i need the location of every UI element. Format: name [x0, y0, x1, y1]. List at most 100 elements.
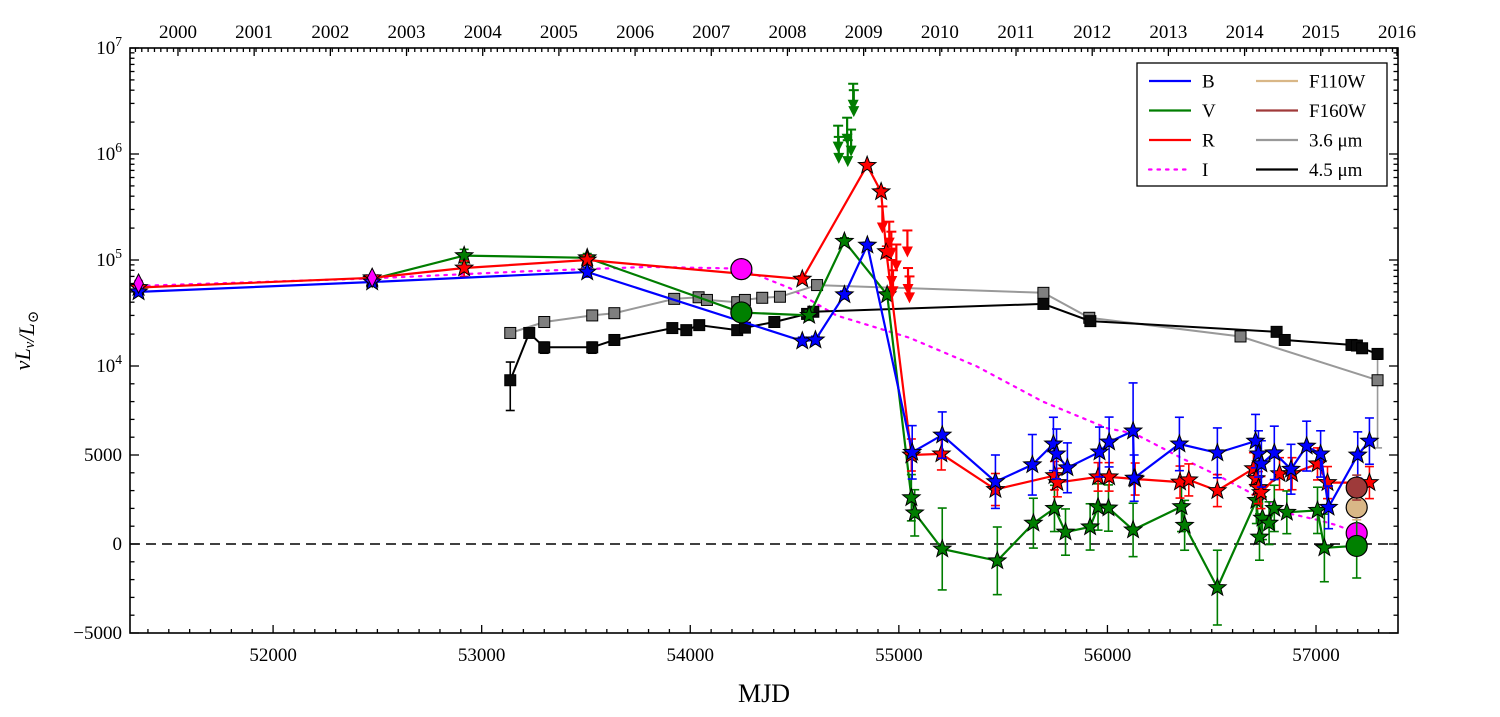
legend-item-F160W: F160W	[1256, 101, 1366, 122]
x-tick-label: 56000	[1084, 645, 1132, 666]
data-point	[1345, 534, 1368, 558]
data-point	[1057, 457, 1078, 477]
data-point	[504, 326, 517, 339]
year-tick-label: 2008	[768, 22, 806, 43]
series-F160W	[1345, 474, 1368, 501]
data-point	[1023, 512, 1044, 532]
y-tick-label: 104	[96, 352, 122, 377]
data-point	[805, 329, 826, 349]
data-point	[1314, 537, 1335, 557]
data-point	[538, 316, 551, 329]
down-arrow-icon	[886, 276, 898, 287]
year-tick-label: 2012	[1073, 22, 1111, 43]
data-point	[1234, 330, 1247, 343]
year-tick-label: 2007	[692, 22, 730, 43]
data-point	[1345, 476, 1368, 499]
data-point	[985, 471, 1006, 491]
data-point	[768, 316, 781, 329]
data-point	[586, 341, 599, 354]
year-tick-label: 2006	[616, 22, 654, 43]
x-tick-label: 52000	[249, 645, 297, 666]
legend-label: B	[1202, 72, 1215, 93]
data-point	[857, 234, 878, 254]
data-point	[680, 324, 693, 337]
y-tick-label: 5000	[84, 445, 122, 466]
data-point	[666, 322, 679, 335]
year-tick-label: 2000	[159, 22, 197, 43]
data-point	[834, 284, 855, 304]
data-point	[586, 309, 599, 322]
data-point	[1359, 430, 1380, 450]
y-tick-label: −5000	[73, 623, 122, 644]
data-point	[1080, 516, 1101, 536]
year-tick-label: 2001	[235, 22, 273, 43]
y-tick-label: 105	[96, 246, 122, 271]
legend-box	[1136, 62, 1388, 187]
down-arrow-icon	[901, 246, 913, 258]
data-point	[1371, 347, 1384, 360]
year-tick-label: 2004	[464, 22, 503, 43]
data-point	[523, 326, 536, 339]
data-point	[1264, 497, 1285, 518]
data-point	[1207, 576, 1228, 597]
series-V	[362, 230, 1367, 626]
data-point	[1245, 430, 1266, 450]
data-point	[730, 258, 753, 281]
data-point	[1307, 453, 1328, 473]
legend-label: 4.5 μm	[1309, 160, 1363, 181]
y-tick-label: 0	[113, 534, 123, 555]
year-tick-label: 2011	[997, 22, 1034, 43]
down-arrow-icon	[903, 292, 915, 304]
data-point	[608, 333, 621, 346]
data-point	[133, 272, 144, 295]
year-tick-label: 2015	[1302, 22, 1340, 43]
data-point	[1250, 481, 1272, 502]
legend-item-R: R	[1149, 131, 1215, 152]
legend-item-4.5-μm: 4.5 μm	[1256, 160, 1363, 181]
data-point	[1098, 431, 1120, 451]
legend-label: R	[1202, 131, 1215, 152]
series-B	[130, 234, 1380, 530]
down-arrow-icon	[887, 286, 899, 298]
data-point	[1207, 442, 1228, 462]
data-point	[577, 261, 598, 281]
data-point	[730, 301, 753, 324]
x-tick-label: 54000	[667, 645, 715, 666]
y-axis-label: νLν/L⊙	[10, 311, 42, 371]
x-tick-label: 55000	[875, 645, 923, 666]
data-point	[834, 230, 855, 250]
data-point	[901, 487, 922, 507]
legend-label: I	[1202, 160, 1208, 181]
year-tick-label: 2013	[1149, 22, 1187, 43]
data-point	[1098, 466, 1120, 486]
plot-content	[130, 82, 1398, 626]
data-point	[871, 181, 892, 201]
data-point	[1122, 420, 1144, 440]
data-point	[1276, 501, 1297, 521]
data-point	[538, 341, 551, 354]
data-point	[1178, 469, 1199, 489]
data-point	[1089, 441, 1110, 461]
data-point	[932, 538, 953, 558]
data-point	[932, 424, 953, 444]
data-point	[756, 291, 769, 304]
data-point	[1310, 443, 1331, 463]
upper-limits-V-limits	[832, 82, 860, 168]
year-tick-label: 2003	[388, 22, 426, 43]
data-point	[1047, 471, 1068, 492]
down-arrow-icon	[902, 284, 914, 296]
data-point	[1043, 433, 1064, 453]
legend-item-3.6-μm: 3.6 μm	[1256, 131, 1363, 152]
data-point	[1264, 442, 1285, 462]
y-tick-label: 106	[96, 140, 122, 165]
x-axis-label: MJD	[738, 679, 790, 708]
data-point	[1037, 286, 1050, 299]
legend-item-F110W: F110W	[1256, 72, 1365, 93]
data-point	[693, 319, 706, 332]
data-point	[1055, 521, 1076, 541]
data-point	[1270, 325, 1283, 338]
x-tick-label: 53000	[458, 645, 506, 666]
data-point	[1044, 497, 1065, 518]
